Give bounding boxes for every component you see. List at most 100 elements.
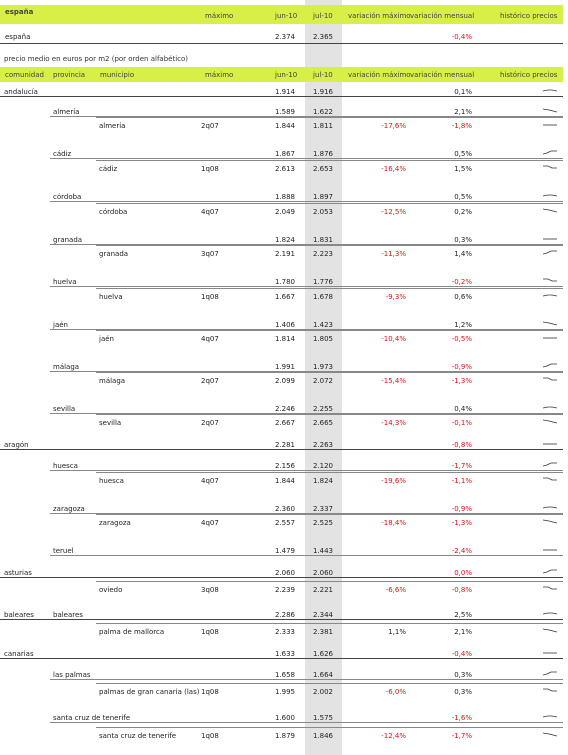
row-divider <box>96 472 563 473</box>
jul-value: 1.831 <box>312 236 333 244</box>
jun-value: 1.991 <box>274 363 295 371</box>
jun-value: 2.281 <box>274 441 295 449</box>
row-divider <box>96 203 563 204</box>
page-title: españa <box>5 8 34 16</box>
col-max-label: máximo <box>205 12 234 20</box>
row-divider <box>96 288 563 289</box>
municipio-name: zaragoza <box>99 519 131 527</box>
sparkline-icon <box>543 377 557 381</box>
row-divider <box>96 514 563 515</box>
jul-value: 1.575 <box>312 714 333 722</box>
var-mens-value: 0,0% <box>454 569 472 577</box>
jul-value: 1.664 <box>312 671 333 679</box>
jun-value: 1.888 <box>274 193 295 201</box>
col-jul-label: jul-10 <box>313 12 333 20</box>
jul-value: 2.060 <box>312 569 333 577</box>
max-period: 3q08 <box>201 586 219 594</box>
row-divider <box>50 286 563 287</box>
jul-value: 1.916 <box>312 88 333 96</box>
sparkline-icon <box>543 549 557 551</box>
row-divider <box>50 116 563 117</box>
sparkline-icon <box>543 671 557 676</box>
max-period: 4q07 <box>201 519 219 527</box>
col-jun-label: jun-10 <box>275 12 298 20</box>
jul-value: 1.973 <box>312 363 333 371</box>
var-mens-value: -1,8% <box>451 122 472 130</box>
max-period: 1q08 <box>201 165 219 173</box>
var-max-value: -16,4% <box>381 165 406 173</box>
jun-value: 2.667 <box>274 419 295 427</box>
var-mens-value: 2,5% <box>454 611 472 619</box>
jul-value: 2.072 <box>312 377 333 385</box>
sparkline-icon <box>543 337 557 339</box>
col-hist-label: histórico precios <box>500 12 558 20</box>
jul-value: 1.876 <box>312 150 333 158</box>
sparkline-icon <box>543 715 557 718</box>
sparkline-icon <box>543 612 557 615</box>
row-divider <box>50 413 563 414</box>
municipio-name: oviedo <box>99 586 123 594</box>
var-mens-value: 1,5% <box>454 165 472 173</box>
sparkline-icon <box>543 278 557 282</box>
row-divider <box>50 555 563 556</box>
sparkline-icon <box>543 506 557 509</box>
summary-label: españa <box>5 33 31 41</box>
provincia-name: huesca <box>53 462 78 470</box>
var-max-value: -10,4% <box>381 335 406 343</box>
row-divider <box>50 244 563 245</box>
jul-value: 1.443 <box>312 547 333 555</box>
max-period: 1q08 <box>201 293 219 301</box>
jul-value: 1.846 <box>312 732 333 740</box>
jul-value: 1.622 <box>312 108 333 116</box>
jun-value: 1.406 <box>274 321 295 329</box>
provincia-name: jaén <box>53 321 68 329</box>
sparkline-icon <box>543 294 557 297</box>
jun-value: 1.844 <box>274 477 295 485</box>
jun-value: 1.600 <box>274 714 295 722</box>
max-period: 2q07 <box>201 419 219 427</box>
var-mens-value: -1,7% <box>451 732 472 740</box>
var-max-value: -12,5% <box>381 208 406 216</box>
var-mens-value: -0,5% <box>451 335 472 343</box>
municipio-name: santa cruz de tenerife <box>99 732 177 740</box>
jul-value: 2.381 <box>312 628 333 636</box>
row-divider <box>50 513 563 514</box>
th-hist: histórico precios <box>500 71 558 79</box>
municipio-name: palma de mallorca <box>99 628 165 636</box>
jun-value: 1.658 <box>274 671 295 679</box>
jul-value: 2.120 <box>312 462 333 470</box>
jun-value: 1.479 <box>274 547 295 555</box>
sparkline-icon <box>543 165 557 169</box>
jul-value: 2.053 <box>312 208 333 216</box>
municipio-name: córdoba <box>99 208 128 216</box>
jul-value: 1.423 <box>312 321 333 329</box>
row-divider <box>96 581 563 582</box>
jun-value: 1.814 <box>274 335 295 343</box>
var-mens-value: 0,3% <box>454 671 472 679</box>
col-var-mens-label: variación mensual <box>410 12 475 20</box>
provincia-name: baleares <box>53 611 83 619</box>
jul-value: 2.263 <box>312 441 333 449</box>
var-mens-value: -1,6% <box>451 714 472 722</box>
sparkline-icon <box>543 652 557 654</box>
var-mens-value: -0,2% <box>451 278 472 286</box>
jun-value: 2.156 <box>274 462 295 470</box>
var-mens-value: -0,1% <box>451 419 472 427</box>
jul-value: 2.337 <box>312 505 333 513</box>
var-mens-value: -0,9% <box>451 363 472 371</box>
municipio-name: huelva <box>99 293 123 301</box>
jun-value: 1.867 <box>274 150 295 158</box>
table-header-bar: comunidad provincia municipio máximo jun… <box>0 67 563 82</box>
jun-value: 1.589 <box>274 108 295 116</box>
provincia-name: sevilla <box>53 405 76 413</box>
max-period: 2q07 <box>201 377 219 385</box>
sparkline-icon <box>543 477 557 481</box>
var-mens-value: -0,9% <box>451 505 472 513</box>
jun-value: 2.049 <box>274 208 295 216</box>
jul-value: 2.525 <box>312 519 333 527</box>
th-municipio: municipio <box>100 71 135 79</box>
var-mens-value: -1,3% <box>451 377 472 385</box>
provincia-name: granada <box>53 236 83 244</box>
row-divider <box>96 623 563 624</box>
var-mens-value: 0,5% <box>454 193 472 201</box>
